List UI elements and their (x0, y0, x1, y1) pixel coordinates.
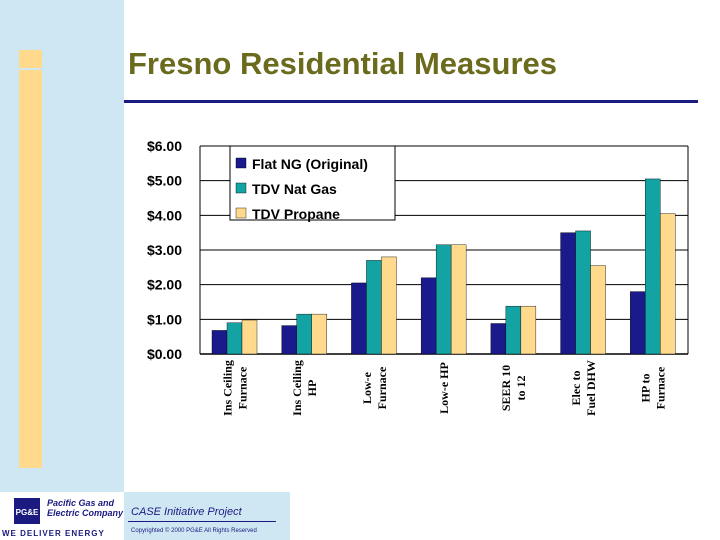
y-tick-label: $5.00 (147, 173, 182, 189)
legend-label: TDV Propane (252, 206, 340, 222)
x-category-label: SEER 10 (499, 365, 513, 411)
x-category-label: Low-e (360, 371, 374, 404)
logo-tagline: WE DELIVER ENERGY (2, 529, 105, 538)
bar (450, 244, 467, 355)
bar (241, 319, 258, 355)
accent-bar (19, 70, 42, 468)
x-category-label: to 12 (514, 376, 528, 401)
bar (520, 305, 537, 355)
bar (420, 277, 437, 355)
page-title: Fresno Residential Measures (128, 46, 557, 81)
bar (590, 265, 606, 355)
y-tick-label: $0.00 (147, 346, 182, 362)
x-category-label: Ins Ceiling (220, 360, 234, 416)
bar (560, 232, 576, 355)
bar (381, 256, 397, 355)
bar (630, 291, 646, 355)
legend-label: TDV Nat Gas (252, 181, 337, 197)
bar (281, 325, 297, 355)
x-category-label: HP to (639, 374, 653, 403)
y-tick-label: $3.00 (147, 242, 182, 258)
logo-text-line1: Pacific Gas and (47, 498, 115, 508)
bar (490, 323, 507, 355)
y-tick-label: $4.00 (147, 207, 182, 223)
legend-swatch (235, 207, 247, 219)
bar (660, 213, 676, 355)
bar (211, 330, 228, 355)
footer-rule (128, 521, 276, 522)
legend-box (229, 145, 396, 221)
y-tick-label: $1.00 (147, 311, 182, 327)
pge-logo-icon: PG&E (14, 498, 40, 524)
bar (226, 322, 243, 355)
x-category-label: Fuel DHW (584, 360, 598, 416)
bar (645, 178, 661, 355)
x-category-label: Ins Ceiling (290, 360, 304, 416)
y-tick-label: $2.00 (147, 277, 182, 293)
legend-swatch (235, 157, 247, 169)
bar (351, 282, 367, 355)
y-tick-label: $6.00 (147, 138, 182, 154)
project-name: CASE Initiative Project (131, 506, 242, 518)
legend-swatch (235, 182, 247, 194)
bar (575, 230, 591, 355)
bar-chart: $0.00 $1.00 $2.00 $3.00 $4.00 $5.00 $6.00 Ins C… (147, 138, 689, 416)
company-logo: PG&E Pacific Gas and Electric Company WE… (0, 492, 124, 540)
bar (366, 260, 382, 355)
footer: PG&E Pacific Gas and Electric Company WE… (0, 492, 290, 540)
legend-label: Flat NG (Original) (252, 156, 368, 172)
x-category-label: Elec to (569, 371, 583, 406)
copyright-notice: Copyrighted © 2000 PG&E All Rights Reser… (131, 528, 257, 534)
logo-text-line2: Electric Company (47, 508, 124, 518)
x-category-label: HP (305, 380, 319, 397)
bar (311, 313, 327, 355)
bar (505, 305, 522, 355)
logo-mark-text: PG&E (16, 508, 39, 517)
x-category-label: Furnace (375, 366, 389, 409)
x-category-label: Furnace (235, 366, 249, 409)
title-rule (124, 100, 698, 103)
bar (296, 313, 312, 355)
bar (435, 244, 452, 355)
x-category-label: Low-e HP (437, 362, 451, 414)
x-category-label: Furnace (654, 366, 668, 409)
accent-bar-top (19, 50, 42, 68)
